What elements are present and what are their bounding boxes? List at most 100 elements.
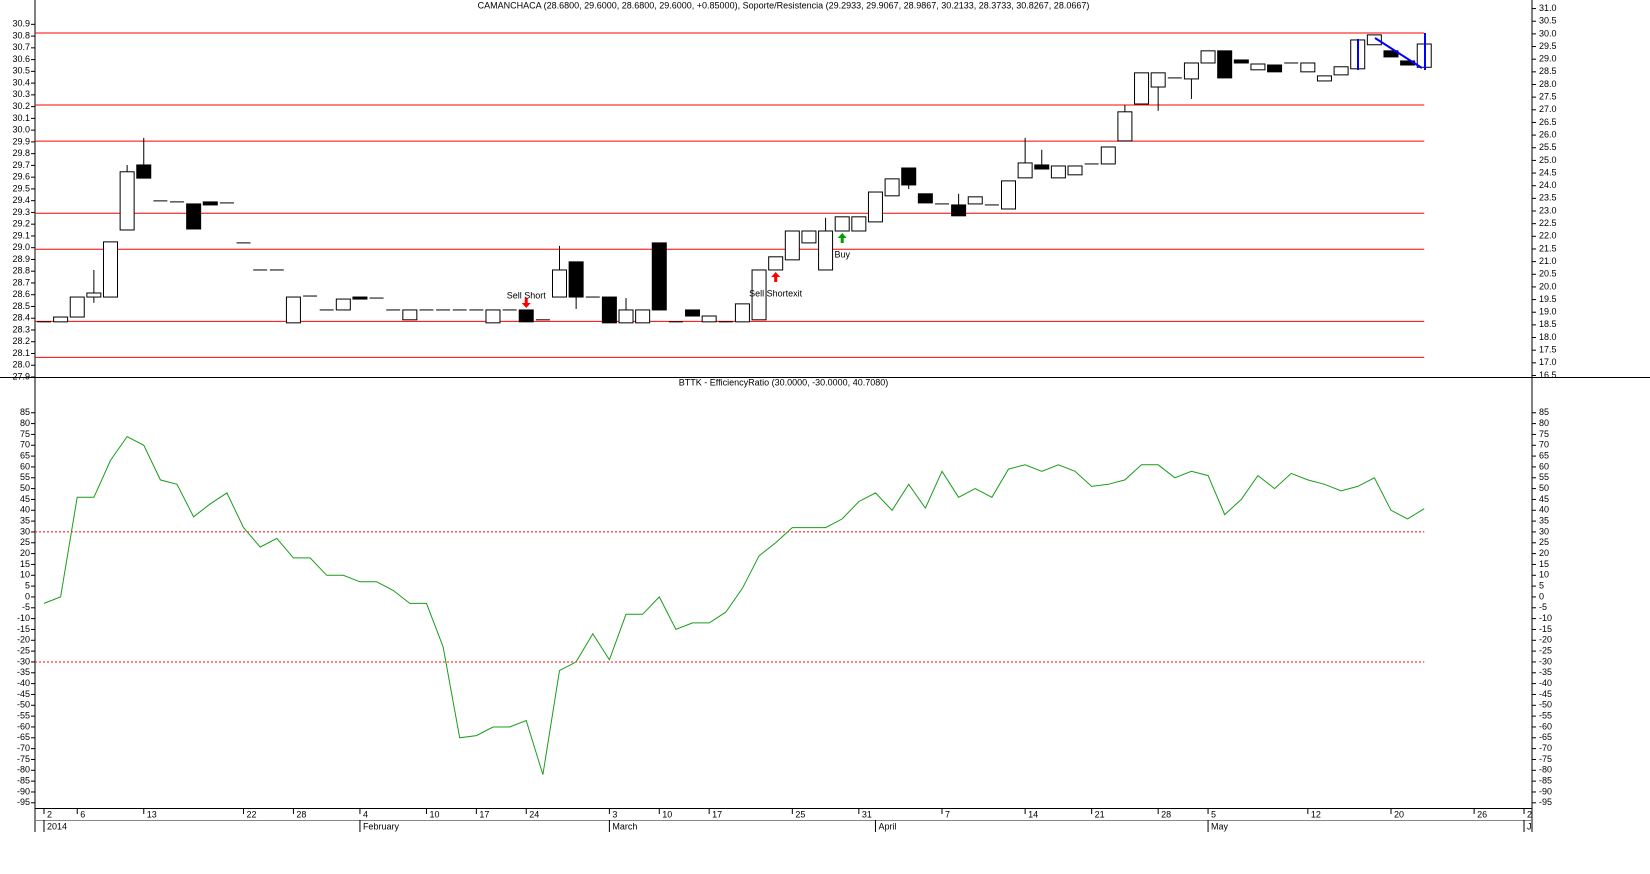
y-tick-label: 29.3 bbox=[12, 207, 30, 217]
candle-body bbox=[801, 230, 817, 244]
candle-body bbox=[136, 164, 152, 179]
y-tick-label: 28.3 bbox=[12, 324, 30, 334]
month-label: 2014 bbox=[47, 821, 67, 831]
y-tick-label: 30.9 bbox=[12, 19, 30, 29]
y2-tick-label: 26.5 bbox=[1539, 117, 1557, 127]
y-tick-label-right: -75 bbox=[1539, 754, 1552, 764]
x-tick-label: 2 bbox=[1527, 809, 1532, 819]
y-tick-label: 29.6 bbox=[12, 172, 30, 182]
y-tick-label-right: 55 bbox=[1539, 472, 1549, 482]
y2-tick-label: 22.5 bbox=[1539, 218, 1557, 228]
y-tick-label-right: 15 bbox=[1539, 559, 1549, 569]
candle-body bbox=[1333, 66, 1349, 76]
y-tick-label-right: -65 bbox=[1539, 732, 1552, 742]
candle-body bbox=[884, 178, 900, 197]
y-tick-label-right: -10 bbox=[1539, 613, 1552, 623]
y2-tick-label: 25.5 bbox=[1539, 142, 1557, 152]
line-series bbox=[43, 435, 1425, 775]
y-tick-label-right: -90 bbox=[1539, 786, 1552, 796]
candle-body bbox=[1000, 180, 1016, 210]
y-tick-label: 28.8 bbox=[12, 266, 30, 276]
candle-body bbox=[768, 256, 784, 271]
y-tick-label: -25 bbox=[17, 645, 30, 655]
y-tick-label: -75 bbox=[17, 754, 30, 764]
y-tick-label-right: -50 bbox=[1539, 700, 1552, 710]
y-tick-label-right: -20 bbox=[1539, 635, 1552, 645]
y2-tick-label: 25.0 bbox=[1539, 155, 1557, 165]
candle-body bbox=[701, 315, 717, 323]
y2-tick-label: 20.0 bbox=[1539, 281, 1557, 291]
y-tick-label: 28.7 bbox=[12, 277, 30, 287]
y-tick-label: -20 bbox=[17, 635, 30, 645]
x-tick-label: 4 bbox=[363, 809, 368, 819]
y-tick-label-right: 65 bbox=[1539, 450, 1549, 460]
candle-body bbox=[202, 201, 218, 206]
y-tick-label-right: -60 bbox=[1539, 721, 1552, 731]
y-tick-label: -45 bbox=[17, 689, 30, 699]
y-tick-label: 40 bbox=[20, 505, 30, 515]
y-tick-label: 29.1 bbox=[12, 230, 30, 240]
y-tick-label: -95 bbox=[17, 797, 30, 807]
candle-body bbox=[867, 191, 883, 223]
chart-title: BTTK - EfficiencyRatio (30.0000, -30.000… bbox=[679, 377, 888, 387]
candle-body bbox=[1034, 164, 1050, 170]
y-tick-label-right: -95 bbox=[1539, 797, 1552, 807]
x-tick-label: 6 bbox=[80, 809, 85, 819]
y2-tick-label: 30.0 bbox=[1539, 28, 1557, 38]
y2-tick-label: 18.0 bbox=[1539, 332, 1557, 342]
x-tick-label: 22 bbox=[247, 809, 257, 819]
candle-body bbox=[818, 230, 834, 271]
y-tick-label: 65 bbox=[20, 450, 30, 460]
x-tick-label: 10 bbox=[429, 809, 439, 819]
month-label: March bbox=[612, 821, 637, 831]
y-tick-label-right: 25 bbox=[1539, 537, 1549, 547]
y-tick-label-right: -25 bbox=[1539, 645, 1552, 655]
y2-tick-label: 23.5 bbox=[1539, 193, 1557, 203]
candle-body bbox=[1050, 165, 1066, 179]
y-tick-label-right: 35 bbox=[1539, 515, 1549, 525]
y-tick-label: 28.0 bbox=[12, 360, 30, 370]
candle-body bbox=[551, 269, 567, 298]
signal-arrow bbox=[521, 297, 531, 308]
y-tick-label: 50 bbox=[20, 483, 30, 493]
y-tick-label: 10 bbox=[20, 570, 30, 580]
y2-tick-label: 17.0 bbox=[1539, 357, 1557, 367]
y2-tick-label: 24.5 bbox=[1539, 167, 1557, 177]
y-tick-label: -30 bbox=[17, 656, 30, 666]
y2-tick-label: 28.5 bbox=[1539, 66, 1557, 76]
y-tick-label-right: 5 bbox=[1539, 580, 1544, 590]
y-tick-label-right: -70 bbox=[1539, 743, 1552, 753]
y-tick-label: 28.6 bbox=[12, 289, 30, 299]
y2-tick-label: 16.5 bbox=[1539, 370, 1557, 380]
y-tick-label: 55 bbox=[20, 472, 30, 482]
y-tick-label: 28.2 bbox=[12, 336, 30, 346]
y2-tick-label: 24.0 bbox=[1539, 180, 1557, 190]
y-tick-label: 27.9 bbox=[12, 371, 30, 381]
candle-body bbox=[1183, 62, 1199, 80]
y-tick-label: -5 bbox=[22, 602, 30, 612]
y-tick-label: -60 bbox=[17, 721, 30, 731]
y2-tick-label: 26.0 bbox=[1539, 129, 1557, 139]
x-tick-label: 7 bbox=[945, 809, 950, 819]
candle-body bbox=[102, 241, 118, 298]
candle-body bbox=[901, 167, 917, 186]
y-tick-label: 29.0 bbox=[12, 242, 30, 252]
y-tick-label-right: -55 bbox=[1539, 710, 1552, 720]
candle-body bbox=[119, 171, 135, 231]
candle-body bbox=[352, 296, 368, 300]
y-tick-label: 28.5 bbox=[12, 301, 30, 311]
y2-tick-label: 27.0 bbox=[1539, 104, 1557, 114]
y-tick-label-right: 75 bbox=[1539, 429, 1549, 439]
y-tick-label-right: -80 bbox=[1539, 765, 1552, 775]
y-tick-label: -80 bbox=[17, 765, 30, 775]
x-tick-label: 13 bbox=[147, 809, 157, 819]
y2-tick-label: 27.5 bbox=[1539, 92, 1557, 102]
candle-body bbox=[685, 309, 701, 317]
y-tick-label-right: 60 bbox=[1539, 461, 1549, 471]
candle-body bbox=[917, 193, 933, 204]
x-tick-label: 17 bbox=[479, 809, 489, 819]
y-tick-label: 15 bbox=[20, 559, 30, 569]
y-tick-label: 29.5 bbox=[12, 183, 30, 193]
y-tick-label-right: -40 bbox=[1539, 678, 1552, 688]
y-tick-label-right: 0 bbox=[1539, 591, 1544, 601]
